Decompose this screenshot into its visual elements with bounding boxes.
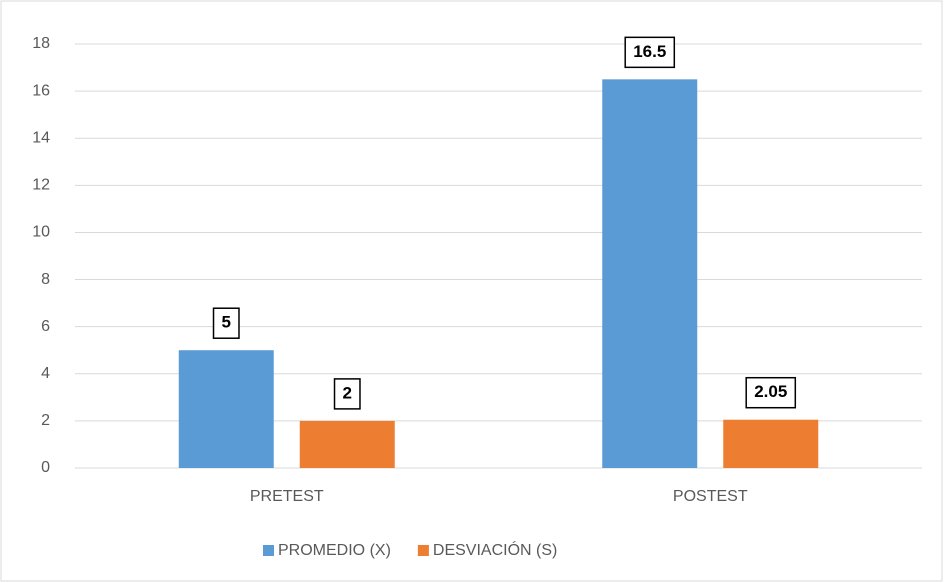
bar [178, 350, 274, 468]
x-tick-label: PRETEST [250, 488, 324, 505]
data-label-box [624, 36, 676, 69]
data-label: 5 [222, 313, 231, 332]
y-tick-label: 4 [41, 365, 50, 382]
y-tick-label: 2 [41, 412, 50, 429]
y-tick-label: 6 [41, 318, 50, 335]
y-tick-label: 18 [32, 35, 50, 52]
legend-label: DESVIACIÓN (S) [433, 540, 557, 559]
legend-label: PROMEDIO (X) [278, 542, 391, 559]
y-tick-label: 16 [32, 82, 50, 99]
legend-swatch [263, 545, 274, 556]
data-label: 2 [343, 383, 352, 402]
legend-swatch [417, 545, 429, 556]
y-tick-label: 12 [32, 177, 50, 194]
y-tick-label: 0 [41, 459, 50, 476]
y-tick-label: 8 [41, 271, 50, 288]
data-label: 2.05 [754, 382, 787, 401]
x-tick-label: POSTEST [673, 488, 748, 505]
bar [299, 420, 395, 468]
data-label-box [212, 307, 240, 339]
data-label: 16.5 [633, 42, 666, 61]
bar [723, 419, 819, 468]
y-tick-label: 14 [32, 129, 50, 146]
data-label-box [333, 378, 361, 410]
y-tick-label: 10 [32, 224, 50, 241]
data-label-box [745, 376, 797, 409]
bar [602, 79, 698, 468]
